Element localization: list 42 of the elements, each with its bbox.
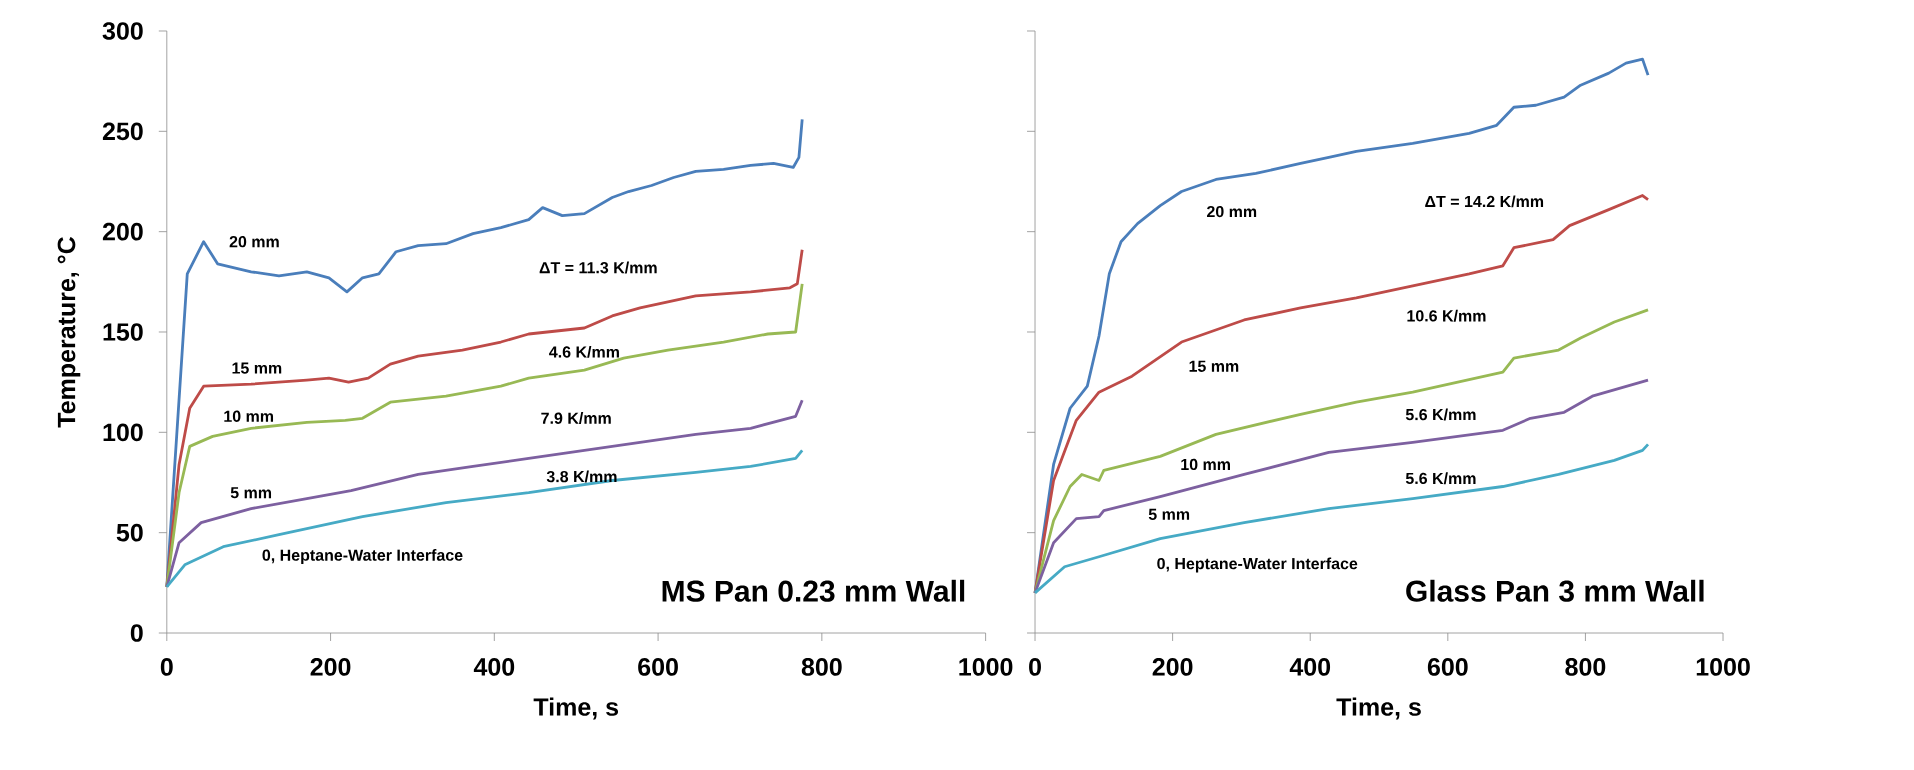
x-axis-title: Time, s: [533, 697, 619, 720]
y-tick-label: 200: [102, 222, 143, 241]
annotation: 0, Heptane-Water Interface: [1157, 557, 1358, 573]
annotation: 7.9 K/mm: [541, 412, 611, 425]
annotation: 3.8 K/mm: [546, 470, 617, 483]
annotation: 5.6 K/mm: [1405, 408, 1476, 421]
x-tick-label: 400: [473, 658, 515, 676]
y-tick-label: 0: [130, 624, 143, 642]
annotation: 5 mm: [1148, 508, 1190, 520]
x-tick-label: 1000: [959, 658, 1013, 676]
y-tick-label: 150: [103, 323, 143, 341]
x-tick-label: 200: [1152, 658, 1193, 676]
y-tick-label: 50: [116, 523, 143, 542]
y-tick-label: 100: [103, 423, 143, 442]
annotation: 10 mm: [224, 410, 274, 422]
x-tick-label: 600: [1427, 658, 1468, 676]
text: MS Pan 0.23 mm Wall: [662, 579, 965, 602]
annotation: 20 mm: [1207, 205, 1257, 218]
annotation: 15 mm: [1189, 360, 1239, 372]
annotation: ΔT = 14.2 K/mm: [1425, 195, 1544, 208]
x-axis-title: Time, s: [1336, 697, 1421, 720]
y-axis-title: Temperature, °C: [57, 236, 81, 428]
x-tick-label: 0: [1029, 658, 1041, 676]
x-tick-label: 0: [160, 658, 173, 676]
x-tick-label: 800: [801, 658, 842, 676]
annotation: 0, Heptane-Water Interface: [262, 549, 463, 565]
x-tick-label: 400: [1289, 658, 1331, 676]
text: Glass Pan 3 mm Wall: [1406, 579, 1704, 602]
annotation: 5 mm: [230, 487, 272, 499]
annotation: 10 mm: [1181, 458, 1230, 471]
x-tick-label: 600: [638, 658, 678, 676]
x-tick-label: 200: [310, 658, 351, 676]
x-tick-label: 1000: [1696, 658, 1750, 676]
y-tick-label: 250: [102, 122, 143, 141]
annotation: 4.6 K/mm: [549, 345, 619, 358]
annotation: 5.6 K/mm: [1405, 472, 1476, 485]
y-tick-label: 300: [102, 22, 143, 40]
annotation: 15 mm: [232, 362, 282, 374]
x-tick-label: 800: [1565, 658, 1606, 676]
annotation: 10.6 K/mm: [1407, 309, 1486, 322]
annotation: ΔT = 11.3 K/mm: [539, 261, 657, 274]
annotation: 20 mm: [229, 236, 279, 248]
